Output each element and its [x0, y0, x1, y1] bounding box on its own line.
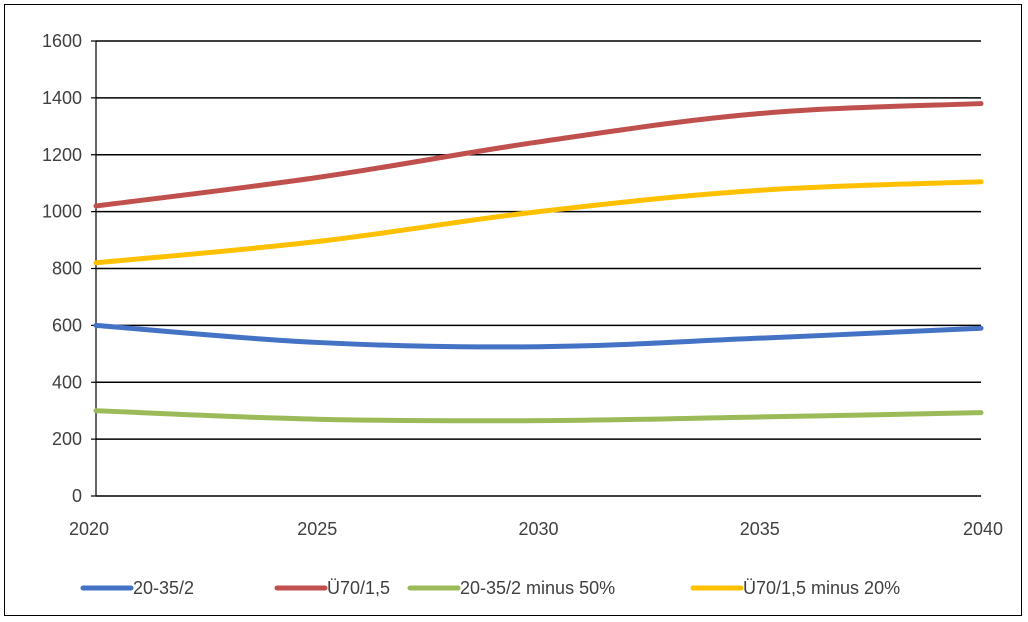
series-line-0	[93, 322, 984, 350]
x-tick-label: 2030	[518, 519, 558, 539]
x-tick-label: 2040	[963, 519, 1003, 539]
y-tick-label: 0	[72, 486, 82, 506]
x-axis-ticks: 2020 2025 2030 2035 2040	[69, 519, 1003, 539]
series-line-1	[93, 101, 984, 209]
y-tick-label: 1000	[42, 202, 82, 222]
series-line-2	[93, 408, 984, 424]
series-lines	[93, 101, 984, 424]
y-tick-label: 800	[52, 259, 82, 279]
y-tick-label: 1200	[42, 145, 82, 165]
y-axis-ticks: 0 200 400 600 800 1000 1200 1400 1600	[42, 31, 82, 506]
legend-label: Ü70/1,5	[327, 578, 390, 598]
y-tick-label: 600	[52, 315, 82, 335]
x-tick-label: 2020	[69, 519, 109, 539]
legend-label: 20-35/2 minus 50%	[460, 578, 615, 598]
chart-frame: 0 200 400 600 800 1000 1200 1400 1600 2020 2025 20…	[4, 4, 1022, 616]
legend-label: Ü70/1,5 minus 20%	[743, 578, 900, 598]
y-tick-label: 200	[52, 429, 82, 449]
y-tick-label: 400	[52, 372, 82, 392]
y-tick-label: 1600	[42, 31, 82, 51]
legend-label: 20-35/2	[133, 578, 194, 598]
x-tick-label: 2035	[740, 519, 780, 539]
x-tick-label: 2025	[297, 519, 337, 539]
legend: 20-35/2 Ü70/1,5 20-35/2 minus 50% Ü70/1,5 m…	[80, 578, 900, 598]
y-tick-label: 1400	[42, 88, 82, 108]
series-line-3	[93, 179, 984, 266]
